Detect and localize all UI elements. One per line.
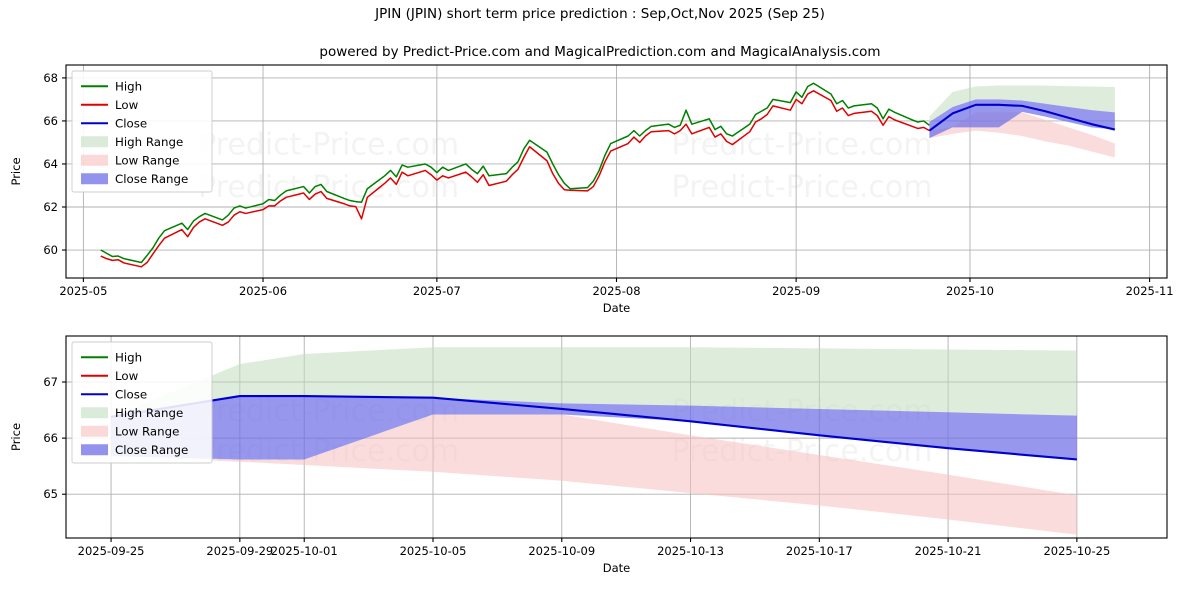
legend-patch-swatch bbox=[81, 425, 108, 437]
legend-item-label: Close bbox=[115, 117, 147, 131]
x-tick-label: 2025-10-09 bbox=[528, 544, 595, 558]
low-range-band bbox=[111, 414, 1077, 535]
overview-chart-panel: Predict-Price.com Predict-Price.com Predic… bbox=[9, 64, 1174, 315]
legend-item-label: High bbox=[115, 351, 142, 365]
close-series-line bbox=[928, 103, 1116, 132]
close-series-line bbox=[110, 394, 1077, 461]
y-tick-label: 68 bbox=[43, 71, 58, 85]
y-tick-label: 60 bbox=[43, 243, 58, 257]
y-tick-label: 66 bbox=[43, 431, 58, 445]
legend-patch-swatch bbox=[81, 173, 108, 185]
watermark-text: Predict-Price.com bbox=[198, 170, 459, 205]
high-range-band bbox=[111, 347, 1077, 417]
legend-patch-swatch bbox=[81, 136, 108, 148]
x-axis-label: Date bbox=[603, 561, 631, 575]
detail-chart-panel: Predict-Price.comPredict-Price.comPredic… bbox=[9, 335, 1168, 575]
plot-frame bbox=[65, 335, 1168, 539]
x-axis-label: Date bbox=[603, 301, 631, 315]
x-tick-label: 2025-10-05 bbox=[400, 544, 467, 558]
x-tick-label: 2025-09-29 bbox=[206, 544, 273, 558]
y-tick-label: 65 bbox=[43, 487, 58, 501]
close-range-band bbox=[929, 99, 1115, 139]
legend-item-label: Close Range bbox=[115, 443, 188, 457]
high-range-band bbox=[929, 85, 1115, 123]
legend-item-label: Close bbox=[115, 388, 147, 402]
legend-item-label: Low Range bbox=[115, 154, 179, 168]
page-title: JPIN (JPIN) short term price prediction … bbox=[375, 6, 825, 22]
x-tick-label: 2025-10-13 bbox=[657, 544, 724, 558]
y-axis-label: Price bbox=[9, 157, 23, 185]
legend-item-label: Low bbox=[115, 98, 139, 112]
x-tick-label: 2025-05 bbox=[59, 284, 107, 298]
legend-patch-swatch bbox=[81, 154, 108, 166]
x-tick-label: 2025-07 bbox=[413, 284, 461, 298]
watermark-text: Predict-Price.com bbox=[672, 170, 933, 205]
legend-item-label: Low Range bbox=[115, 425, 179, 439]
legend-item-label: High Range bbox=[115, 406, 183, 420]
close-range-band bbox=[111, 396, 1077, 460]
low-series-line bbox=[100, 90, 930, 268]
x-tick-label: 2025-10-01 bbox=[271, 544, 338, 558]
y-tick-label: 67 bbox=[43, 375, 58, 389]
x-tick-label: 2025-10-21 bbox=[915, 544, 982, 558]
page-subtitle: powered by Predict-Price.com and Magical… bbox=[319, 44, 881, 60]
legend-item-label: Close Range bbox=[115, 172, 188, 186]
x-tick-label: 2025-08 bbox=[592, 284, 640, 298]
legend-item-label: High Range bbox=[115, 135, 183, 149]
x-tick-label: 2025-11 bbox=[1126, 284, 1174, 298]
x-tick-label: 2025-10-25 bbox=[1043, 544, 1110, 558]
x-tick-label: 2025-10 bbox=[946, 284, 994, 298]
watermark-text: Predict-Price.com bbox=[198, 127, 459, 162]
y-axis-label: Price bbox=[9, 423, 23, 451]
high-series-line bbox=[100, 82, 930, 264]
legend-item-label: Low bbox=[115, 369, 139, 383]
y-tick-label: 62 bbox=[43, 200, 58, 214]
y-tick-label: 64 bbox=[43, 157, 58, 171]
legend-patch-swatch bbox=[81, 444, 108, 456]
legend-item-label: High bbox=[115, 80, 142, 94]
x-tick-label: 2025-09 bbox=[772, 284, 820, 298]
x-tick-label: 2025-09-25 bbox=[78, 544, 145, 558]
y-tick-label: 66 bbox=[43, 114, 58, 128]
watermark-text: Predict-Price.com bbox=[672, 127, 933, 162]
x-tick-label: 2025-06 bbox=[239, 284, 287, 298]
legend-patch-swatch bbox=[81, 407, 108, 419]
x-tick-label: 2025-10-17 bbox=[786, 544, 853, 558]
